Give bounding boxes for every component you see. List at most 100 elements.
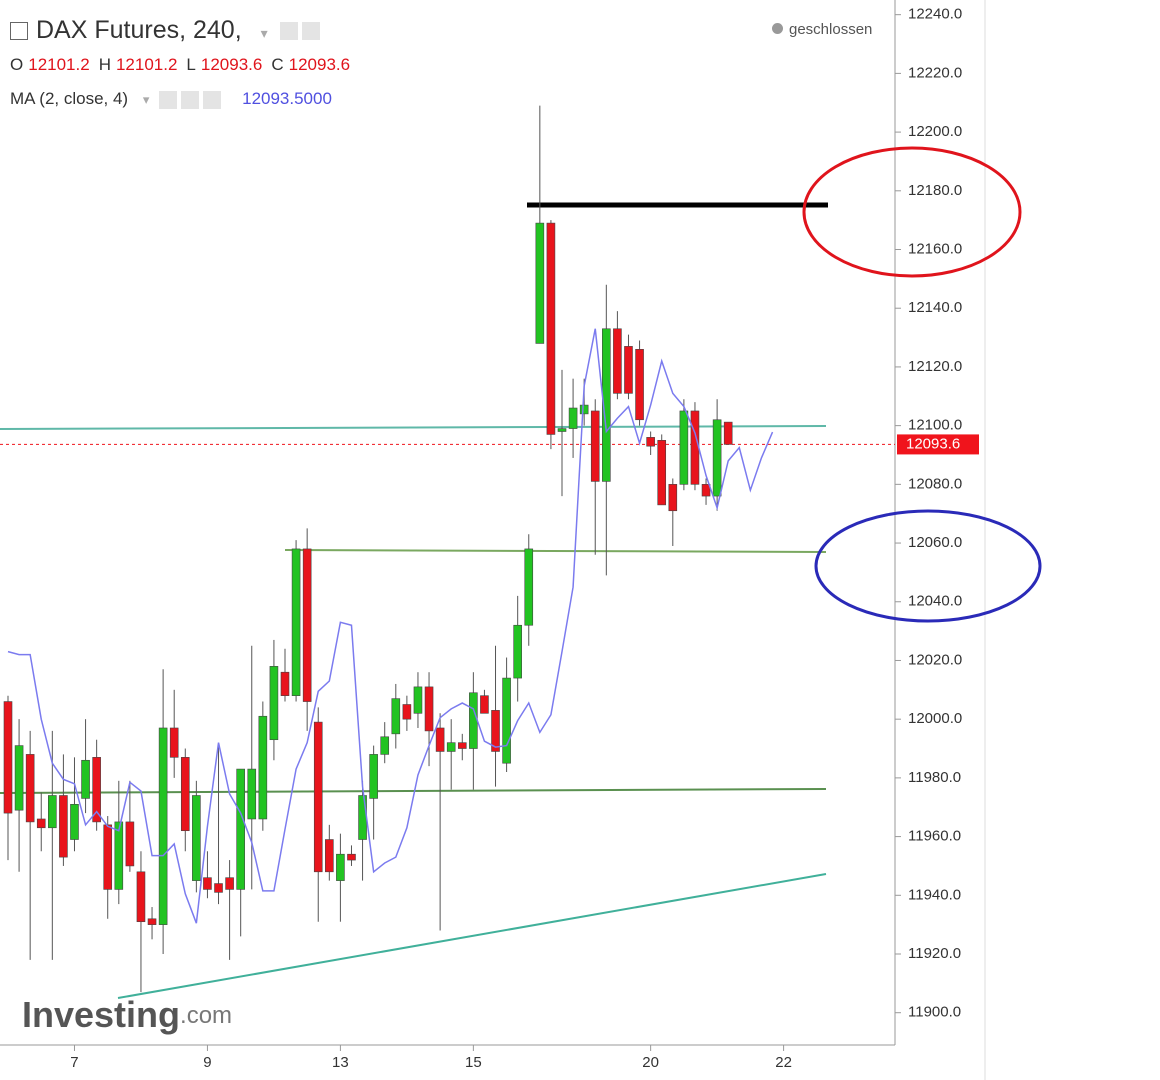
icon[interactable] — [301, 22, 320, 41]
x-tick-label: 20 — [642, 1054, 659, 1071]
status: geschlossen — [772, 21, 872, 38]
indicator-name: MA (2, close, 4) — [10, 89, 129, 108]
ohlc-key: H — [98, 55, 111, 74]
logo: Investing.com — [22, 994, 232, 1035]
candle-body — [690, 410, 700, 485]
y-tick-label: 12180.0 — [908, 182, 962, 199]
y-tick-label: 11980.0 — [908, 769, 961, 786]
user-drawings — [0, 146, 1042, 999]
y-tick-label: 12160.0 — [908, 240, 962, 257]
dropdown[interactable]: ▾ — [142, 92, 150, 107]
ohlc-key: L — [186, 55, 196, 74]
candle-body — [679, 410, 689, 485]
collapse-button[interactable] — [10, 22, 28, 41]
dropdown[interactable]: ▾ — [260, 25, 268, 41]
support-line — [0, 788, 827, 794]
candle-body — [701, 484, 711, 497]
moving-average — [7, 328, 774, 924]
candle-body — [103, 824, 113, 890]
last-price-label: 12093.6 — [906, 435, 960, 452]
candle-body — [602, 328, 611, 482]
y-tick-label: 12040.0 — [908, 593, 962, 610]
candle-body — [325, 839, 334, 873]
logo-word: Investing — [22, 994, 180, 1035]
candle-body — [480, 695, 489, 714]
candle-body — [92, 757, 101, 823]
candle-body — [380, 736, 390, 755]
y-tick-label: 12000.0 — [908, 710, 962, 727]
candle-body — [36, 818, 46, 829]
candle-body — [535, 222, 545, 344]
candle-body — [280, 671, 290, 696]
status-dot — [772, 23, 783, 34]
candle-body — [712, 419, 722, 497]
candle-body — [502, 677, 511, 764]
candle-body — [269, 666, 279, 741]
icon[interactable] — [203, 90, 222, 109]
ohlc-value: 12093.6 — [200, 55, 263, 74]
highlight-circle — [802, 146, 1022, 278]
candle-body — [646, 437, 655, 447]
chart-title: DAX Futures, 240, — [36, 16, 242, 44]
candle-body — [258, 715, 268, 820]
candle-body — [192, 795, 201, 881]
candle-body — [48, 795, 57, 829]
ohlc-key: C — [271, 55, 284, 74]
plot-area — [0, 0, 895, 1045]
indicator-value: 12093.5000 — [242, 89, 332, 108]
candle-body — [491, 710, 500, 752]
y-tick-label: 11960.0 — [908, 828, 961, 845]
ohlc-value: 12101.2 — [28, 55, 90, 74]
candle-body — [81, 759, 90, 799]
support-line — [284, 549, 827, 553]
candle-body — [225, 877, 234, 890]
candle-body — [147, 918, 157, 925]
candle-body — [469, 692, 478, 749]
candle-body — [180, 757, 190, 832]
candle-body — [70, 803, 79, 840]
candle-body — [3, 701, 13, 814]
candle-body — [391, 698, 401, 735]
candle-body — [247, 768, 257, 820]
candle-body — [557, 428, 567, 432]
candle-body — [668, 484, 678, 512]
last-price-box — [897, 434, 979, 455]
candle-body — [590, 410, 600, 482]
candle-body — [435, 727, 445, 752]
icon[interactable] — [159, 90, 178, 109]
candle-body — [446, 742, 456, 752]
indicator-row: MA (2, close, 4) ▾ 12093.5000 — [10, 89, 332, 109]
series — [0, 105, 895, 993]
y-tick-label: 12080.0 — [908, 475, 962, 492]
x-tick-label: 15 — [465, 1054, 482, 1071]
icon[interactable] — [279, 22, 298, 41]
y-tick-label: 12200.0 — [908, 123, 962, 140]
status-text: geschlossen — [789, 21, 873, 38]
y-tick-label: 12020.0 — [908, 651, 962, 668]
candle-body — [457, 742, 467, 749]
candle-body — [59, 795, 68, 858]
y-tick-label: 11920.0 — [908, 945, 961, 962]
candle-body — [413, 686, 423, 714]
candle-body — [358, 795, 367, 840]
candle-body — [291, 548, 301, 696]
candle-body — [169, 727, 179, 758]
candle-body — [613, 328, 622, 394]
x-tick-label: 13 — [332, 1054, 349, 1071]
candle-body — [579, 404, 589, 415]
candle-body — [568, 407, 578, 429]
x-tick-label: 22 — [775, 1054, 792, 1071]
y-tick-label: 12140.0 — [908, 299, 962, 316]
y-tick-label: 11900.0 — [908, 1004, 961, 1021]
icon[interactable] — [181, 90, 200, 109]
candle-body — [158, 727, 168, 925]
x-tick-label: 7 — [70, 1054, 78, 1071]
trend-line — [0, 425, 827, 430]
ohlc-row: O 12101.2 H 12101.2 L 12093.6 C 12093.6 — [10, 55, 359, 75]
candle-body — [136, 871, 146, 923]
ohlc-key: O — [10, 55, 24, 74]
candle-body — [546, 222, 556, 435]
y-tick-label: 11940.0 — [908, 886, 961, 903]
